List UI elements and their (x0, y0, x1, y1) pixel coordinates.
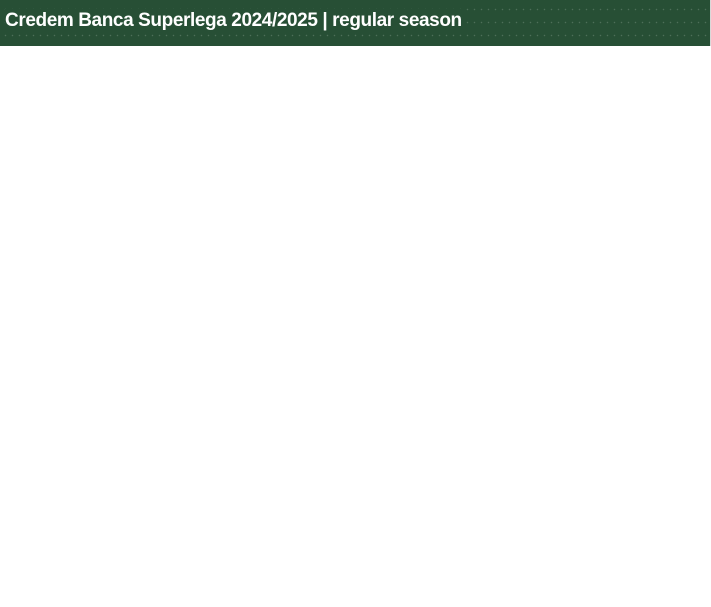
content-area (0, 46, 711, 607)
page-header: Credem Banca Superlega 2024/2025 | regul… (0, 0, 710, 46)
page-title: Credem Banca Superlega 2024/2025 | regul… (5, 9, 466, 33)
